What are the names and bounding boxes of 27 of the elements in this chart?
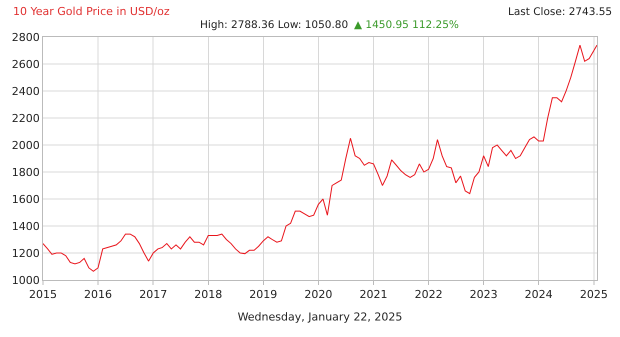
x-tick-label: 2022 (414, 288, 443, 302)
x-tick-label: 2019 (249, 288, 278, 302)
chart-subtitle: High: 2788.36 Low: 1050.80 (200, 19, 348, 31)
y-tick-label: 2800 (12, 30, 40, 44)
x-tick-label: 2025 (580, 288, 608, 302)
x-tick-label: 2016 (84, 288, 112, 302)
y-tick-label: 2400 (12, 84, 40, 98)
x-axis-title: Wednesday, January 22, 2025 (238, 310, 402, 324)
y-tick-label: 2200 (12, 112, 40, 125)
x-tick-label: 2020 (304, 288, 332, 302)
x-tick-label: 2024 (524, 288, 553, 302)
y-tick-label: 1200 (12, 246, 40, 260)
x-tick-label: 2015 (29, 288, 57, 302)
y-tick-label: 1800 (12, 166, 40, 179)
y-tick-label: 2600 (12, 58, 40, 71)
text: Last Close: 2743.55 (508, 6, 612, 18)
x-tick-label: 2021 (360, 288, 388, 302)
text: ▲ 1450.95 112.25% (354, 19, 459, 31)
x-tick-label: 2023 (470, 288, 498, 302)
x-tick-label: 2017 (139, 288, 168, 302)
line-series (43, 44, 597, 272)
x-tick-label: 2018 (194, 288, 222, 302)
y-tick-label: 1600 (12, 192, 40, 206)
y-tick-label: 1000 (12, 274, 40, 287)
y-tick-label: 2000 (12, 138, 40, 152)
chart-title: 10 Year Gold Price in USD/oz (13, 5, 170, 18)
y-tick-label: 1400 (12, 220, 40, 233)
